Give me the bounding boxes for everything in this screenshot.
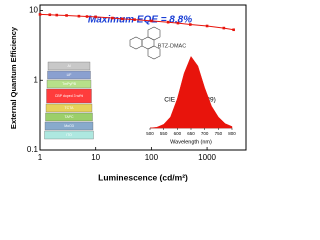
y-tick-label: 1 — [34, 75, 39, 84]
molecule — [129, 26, 161, 60]
data-point — [111, 16, 114, 20]
data-point — [120, 17, 124, 21]
data-point — [85, 15, 89, 18]
x-tick-label: 1000 — [198, 153, 216, 162]
y-tick-label: 0.1 — [27, 145, 39, 154]
data-point — [77, 14, 81, 18]
y-tick-label: 10 — [29, 6, 38, 15]
device-layer — [45, 112, 93, 122]
device-layer-label: TAPC — [64, 115, 74, 119]
data-point — [222, 26, 226, 30]
data-point — [150, 19, 153, 23]
inset-x-tick-label: 500 — [146, 131, 154, 136]
inset-x-tick-label: 600 — [174, 131, 182, 136]
device-layer-label: LiF — [67, 73, 72, 77]
data-point — [133, 18, 136, 21]
device-layer — [44, 130, 94, 140]
inset-x-tick-label: 550 — [160, 131, 168, 136]
device-layer — [44, 121, 94, 131]
x-tick-label: 100 — [145, 153, 159, 162]
x-tick-label: 1 — [38, 153, 43, 162]
page: Maximum EQE = 8.8% Luminescence (cd/m²) … — [8, 4, 247, 183]
plot-frame — [39, 4, 247, 151]
device-layer — [47, 70, 91, 80]
data-point — [189, 23, 192, 26]
spectrum-area — [149, 55, 233, 129]
inset-x-tick-label: 650 — [187, 131, 195, 136]
device-layer — [45, 103, 93, 113]
inset-x-tick-label: 700 — [201, 131, 209, 136]
device-layer-label: ITO — [66, 133, 72, 137]
data-point — [55, 13, 59, 17]
inset-x-tick-label: 800 — [228, 131, 236, 136]
device-layer — [47, 61, 91, 71]
y-axis-label: External Quantum Efficiency — [9, 26, 18, 129]
device-layer-label: TmPyPB — [62, 82, 76, 86]
data-point — [94, 15, 97, 19]
data-point — [232, 28, 235, 32]
device-layer-label: Al — [67, 64, 70, 68]
data-point — [176, 21, 180, 25]
data-point — [205, 24, 209, 28]
device-layer-label: CBP doped 3 wt% — [55, 94, 83, 98]
x-axis-label: Luminescence (cd/m²) — [98, 172, 188, 182]
data-point — [166, 20, 170, 24]
device-layer — [46, 88, 92, 104]
data-point — [65, 14, 68, 17]
molecule-label: BTZ-DMAC — [158, 43, 186, 49]
chart: Maximum EQE = 8.8% Luminescence (cd/m²) … — [9, 4, 247, 182]
inset-x-tick-label: 750 — [215, 131, 223, 136]
data-point — [48, 13, 52, 17]
data-point — [38, 13, 42, 16]
device-layer-label: MoO3 — [64, 124, 74, 128]
device-layer-label: TCTA — [65, 106, 75, 110]
inset-x-label: Wavelength (nm) — [170, 139, 212, 145]
device-layer — [46, 79, 92, 89]
x-tick-label: 10 — [91, 153, 100, 162]
